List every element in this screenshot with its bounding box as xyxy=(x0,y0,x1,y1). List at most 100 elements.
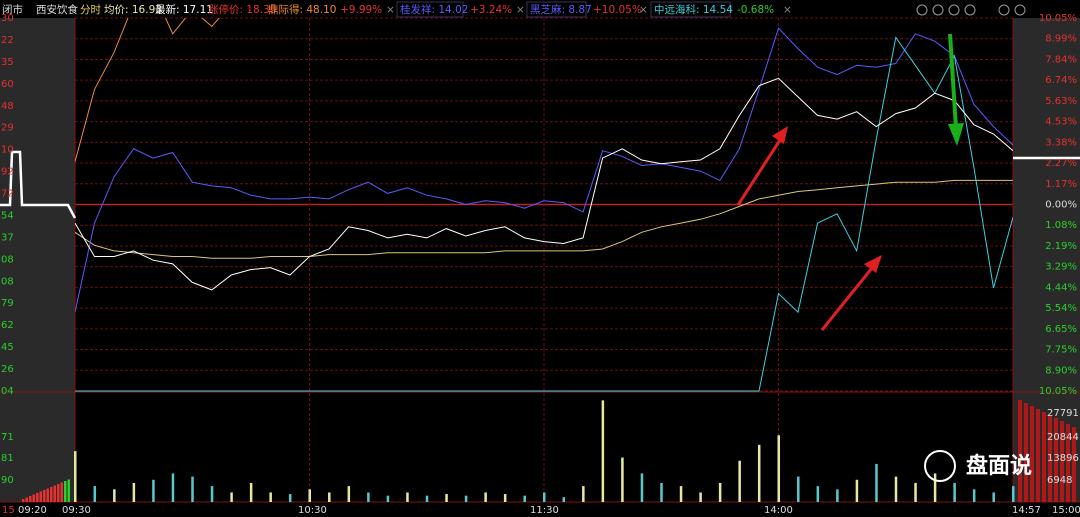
volume-bar xyxy=(562,497,566,502)
volume-left-label: 81 xyxy=(1,453,14,464)
compare-name[interactable]: 鼎际得: 48.10 xyxy=(268,4,336,16)
volume-axis-label: 13896 xyxy=(1047,453,1079,464)
compare-box xyxy=(526,1,587,18)
icon[interactable] xyxy=(916,4,928,16)
icon[interactable] xyxy=(932,4,944,16)
volume-bar xyxy=(132,482,136,502)
post-volume xyxy=(1018,400,1022,502)
compare-name[interactable]: 中远海科: 14.54 xyxy=(654,3,733,16)
volume-bar xyxy=(93,486,97,502)
post-volume xyxy=(1042,412,1046,502)
arrow-head xyxy=(864,255,882,273)
icon[interactable] xyxy=(948,4,960,16)
volume-axis-label: 6948 xyxy=(1047,475,1072,486)
right-axis-label: 2.27% xyxy=(1045,158,1077,169)
icon[interactable] xyxy=(964,4,976,16)
left-axis-label: 45 xyxy=(1,342,14,353)
left-axis-label: 08 xyxy=(1,254,14,265)
icon[interactable] xyxy=(998,4,1010,16)
pre-volume xyxy=(36,493,39,502)
volume-bar xyxy=(992,492,995,502)
volume-bar xyxy=(972,489,976,502)
right-axis-label: 8.99% xyxy=(1045,34,1077,45)
pre-volume xyxy=(57,484,60,502)
volume-bar xyxy=(933,473,937,502)
pre-market-line xyxy=(0,150,77,219)
post-volume xyxy=(1036,409,1040,502)
right-axis-label: 3.29% xyxy=(1045,262,1077,273)
pre-volume xyxy=(46,488,49,502)
icon[interactable] xyxy=(1014,4,1026,16)
volume-bar xyxy=(777,435,780,502)
volume-bar xyxy=(718,482,722,502)
left-axis-label: 79 xyxy=(1,298,14,309)
close-icon[interactable]: × xyxy=(783,4,792,16)
left-axis-label: 37 xyxy=(1,232,14,243)
volume-bar xyxy=(171,473,175,502)
status: 闭市 xyxy=(2,3,23,16)
close-icon[interactable]: × xyxy=(386,4,395,16)
compare-change: +10.05% xyxy=(593,4,642,16)
volume-bar xyxy=(757,444,761,502)
volume-bar xyxy=(347,486,351,502)
volume-bar xyxy=(1012,486,1015,502)
right-axis-label: 5.63% xyxy=(1045,96,1077,107)
volume-bar xyxy=(406,492,409,502)
volume-bar xyxy=(855,479,859,502)
post-volume xyxy=(1024,403,1028,502)
volume-bar xyxy=(640,473,644,502)
volume-bar xyxy=(816,486,820,502)
volume-bar xyxy=(601,400,605,502)
time-label: 15 xyxy=(2,505,15,516)
compare-name[interactable]: 黑芝麻: 8.87 xyxy=(530,3,592,16)
volume-bar xyxy=(621,457,624,502)
volume-axis-label: 27791 xyxy=(1047,408,1079,419)
pre-volume xyxy=(53,485,56,502)
left-axis-label: 30 xyxy=(1,13,14,24)
volume-left-label: 90 xyxy=(1,475,14,486)
time-label: 11:30 xyxy=(530,505,559,516)
last-price: 最新: 17.11 xyxy=(155,3,213,16)
right-axis-label: 6.65% xyxy=(1045,324,1077,335)
logo xyxy=(924,450,956,482)
compare-change: +9.99% xyxy=(340,4,382,16)
pre-market-area xyxy=(0,18,75,502)
volume-bar xyxy=(152,479,155,502)
arrow xyxy=(948,33,958,129)
post-volume xyxy=(1060,421,1064,502)
volume-bar xyxy=(191,476,194,502)
right-axis-label: 7.84% xyxy=(1045,54,1077,65)
right-axis-label: 7.75% xyxy=(1045,345,1077,356)
right-axis-label: 3.38% xyxy=(1045,137,1077,148)
compare-name[interactable]: 桂发祥: 14.02 xyxy=(400,3,468,16)
left-axis-label: 48 xyxy=(1,101,14,112)
volume-bar xyxy=(367,492,370,502)
compare-change: -0.68% xyxy=(737,4,774,16)
left-axis-label: 60 xyxy=(1,79,14,90)
volume-left-label: 71 xyxy=(1,432,14,443)
volume-bar xyxy=(74,451,77,502)
close-icon[interactable]: × xyxy=(516,4,525,16)
pre-volume xyxy=(25,497,28,502)
right-axis-label: 1.08% xyxy=(1045,220,1077,231)
post-volume xyxy=(1066,424,1070,502)
right-axis-label: 1.17% xyxy=(1045,179,1077,190)
volume-bar xyxy=(308,489,311,502)
watermark-text: 盘面说 xyxy=(966,453,1032,479)
close-icon[interactable]: × xyxy=(639,4,648,16)
arrow-head xyxy=(948,123,964,146)
volume-bar xyxy=(464,495,468,502)
post-volume xyxy=(1030,406,1034,502)
volume-bar xyxy=(679,486,683,502)
left-axis-label: 29 xyxy=(1,123,14,134)
annotations xyxy=(736,33,964,331)
pre-volume xyxy=(50,487,53,502)
limit-price: 涨停价: 18.39 xyxy=(208,3,276,16)
arrow xyxy=(736,139,782,206)
stock-name: 西安饮食 xyxy=(36,3,78,16)
volume-bar xyxy=(484,492,487,502)
post-volume xyxy=(1072,427,1076,502)
left-axis-label: 54 xyxy=(1,210,14,221)
